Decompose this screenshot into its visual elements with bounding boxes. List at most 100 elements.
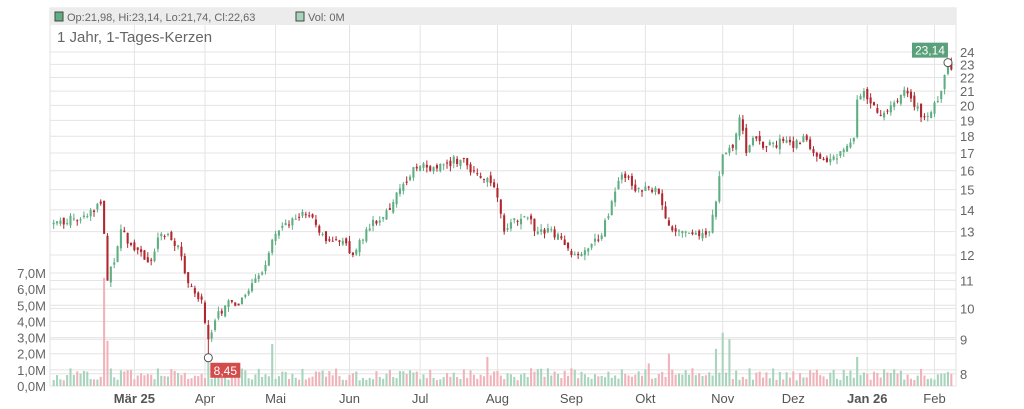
volume-bar — [758, 371, 761, 386]
volume-bar — [449, 376, 452, 386]
candle-body — [298, 216, 301, 218]
volume-bar — [832, 369, 835, 386]
candle-body — [778, 138, 781, 150]
candle-body — [825, 157, 828, 162]
volume-bar — [933, 379, 936, 386]
candle-body — [257, 275, 260, 279]
candle-body — [459, 159, 462, 166]
candle-body — [405, 181, 408, 183]
volume-tick-label: 4,0M — [17, 314, 46, 329]
candle-body — [916, 106, 919, 109]
volume-bar — [701, 375, 704, 386]
candle-body — [409, 176, 412, 181]
candle-body — [324, 231, 328, 242]
volume-tick-label: 7,0M — [17, 266, 46, 281]
volume-bars — [52, 277, 953, 386]
volume-bar — [298, 379, 301, 386]
volume-bar — [614, 375, 617, 386]
x-tick-label: Mai — [265, 391, 286, 406]
volume-bar — [203, 378, 207, 386]
candlesticks — [52, 57, 953, 358]
candle-body — [395, 192, 398, 205]
volume-bar — [230, 369, 233, 386]
volume-bar — [264, 374, 267, 386]
volume-bar — [684, 370, 687, 386]
price-tick-label: 15 — [960, 183, 974, 198]
volume-bar — [533, 371, 536, 386]
candle-body — [234, 302, 237, 306]
x-tick-label: Jul — [412, 391, 429, 406]
candle-body — [388, 208, 391, 210]
volume-tick-label: 6,0M — [17, 282, 46, 297]
volume-bar — [133, 379, 136, 386]
volume-tick-label: 2,0M — [17, 347, 46, 362]
candle-body — [519, 218, 523, 225]
volume-bar — [56, 375, 59, 386]
candle-body — [936, 100, 939, 102]
volume-bar — [708, 372, 711, 386]
candle-body — [193, 288, 196, 294]
candle-body — [109, 266, 112, 283]
volume-bar — [704, 375, 707, 386]
volume-bar — [667, 353, 670, 386]
price-tick-label: 14 — [960, 203, 974, 218]
candle-body — [156, 237, 159, 249]
volume-bar — [456, 377, 459, 386]
candle-body — [627, 176, 630, 178]
candle-body — [123, 230, 126, 233]
candle-body — [368, 228, 371, 231]
candle-body — [271, 239, 274, 253]
volume-bar — [321, 370, 324, 386]
x-tick-label: Jan 26 — [847, 391, 887, 406]
candle-body — [893, 102, 896, 107]
candle-body — [879, 114, 882, 116]
volume-bar — [331, 375, 334, 386]
x-tick-label: Apr — [195, 391, 216, 406]
volume-bar — [553, 371, 556, 386]
candle-body — [788, 139, 791, 143]
volume-bar — [160, 375, 163, 386]
ohlc-legend-swatch — [54, 11, 64, 22]
candle-body — [220, 310, 223, 314]
candle-body — [506, 228, 509, 230]
volume-bar — [146, 374, 149, 386]
candle-body — [943, 75, 946, 90]
price-tick-label: 8 — [960, 367, 967, 382]
volume-bar — [637, 371, 640, 386]
candle-body — [758, 135, 761, 142]
candle-body — [173, 240, 176, 246]
volume-bar — [859, 375, 862, 386]
candle-body — [479, 175, 482, 178]
volume-bar — [267, 376, 270, 386]
volume-bar — [486, 356, 489, 386]
candle-body — [923, 116, 926, 118]
volume-bar — [772, 368, 775, 386]
candle-body — [570, 251, 573, 256]
candle-body — [876, 108, 879, 113]
candle-body — [187, 272, 190, 284]
candle-body — [150, 259, 153, 261]
price-tick-label: 10 — [960, 301, 974, 316]
candle-body — [489, 175, 492, 184]
candle-body — [896, 100, 899, 102]
candle-body — [214, 320, 217, 331]
volume-bar — [96, 379, 99, 386]
volume-bar — [782, 379, 785, 386]
volume-bar — [745, 379, 748, 386]
volume-bar — [227, 379, 230, 386]
candle-body — [654, 187, 657, 192]
volume-bar — [351, 373, 354, 386]
volume-bar — [839, 380, 842, 386]
volume-bar — [677, 373, 681, 386]
candle-body — [136, 247, 139, 250]
candle-body — [203, 302, 207, 323]
candle-body — [79, 219, 82, 221]
volume-bar — [163, 376, 166, 386]
x-tick-label: Sep — [560, 391, 583, 406]
volume-bar — [271, 344, 274, 386]
volume-legend-swatch — [295, 11, 305, 22]
candle-body — [365, 229, 368, 242]
volume-bar — [691, 368, 694, 386]
candle-body — [382, 217, 385, 219]
